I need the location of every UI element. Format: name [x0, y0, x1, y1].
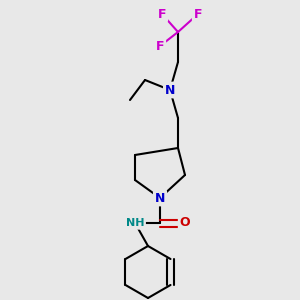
Text: O: O [180, 217, 190, 230]
Text: N: N [155, 191, 165, 205]
Text: N: N [165, 83, 175, 97]
Text: F: F [194, 8, 202, 20]
Text: F: F [158, 8, 166, 20]
Text: F: F [156, 40, 164, 52]
Text: NH: NH [126, 218, 144, 228]
